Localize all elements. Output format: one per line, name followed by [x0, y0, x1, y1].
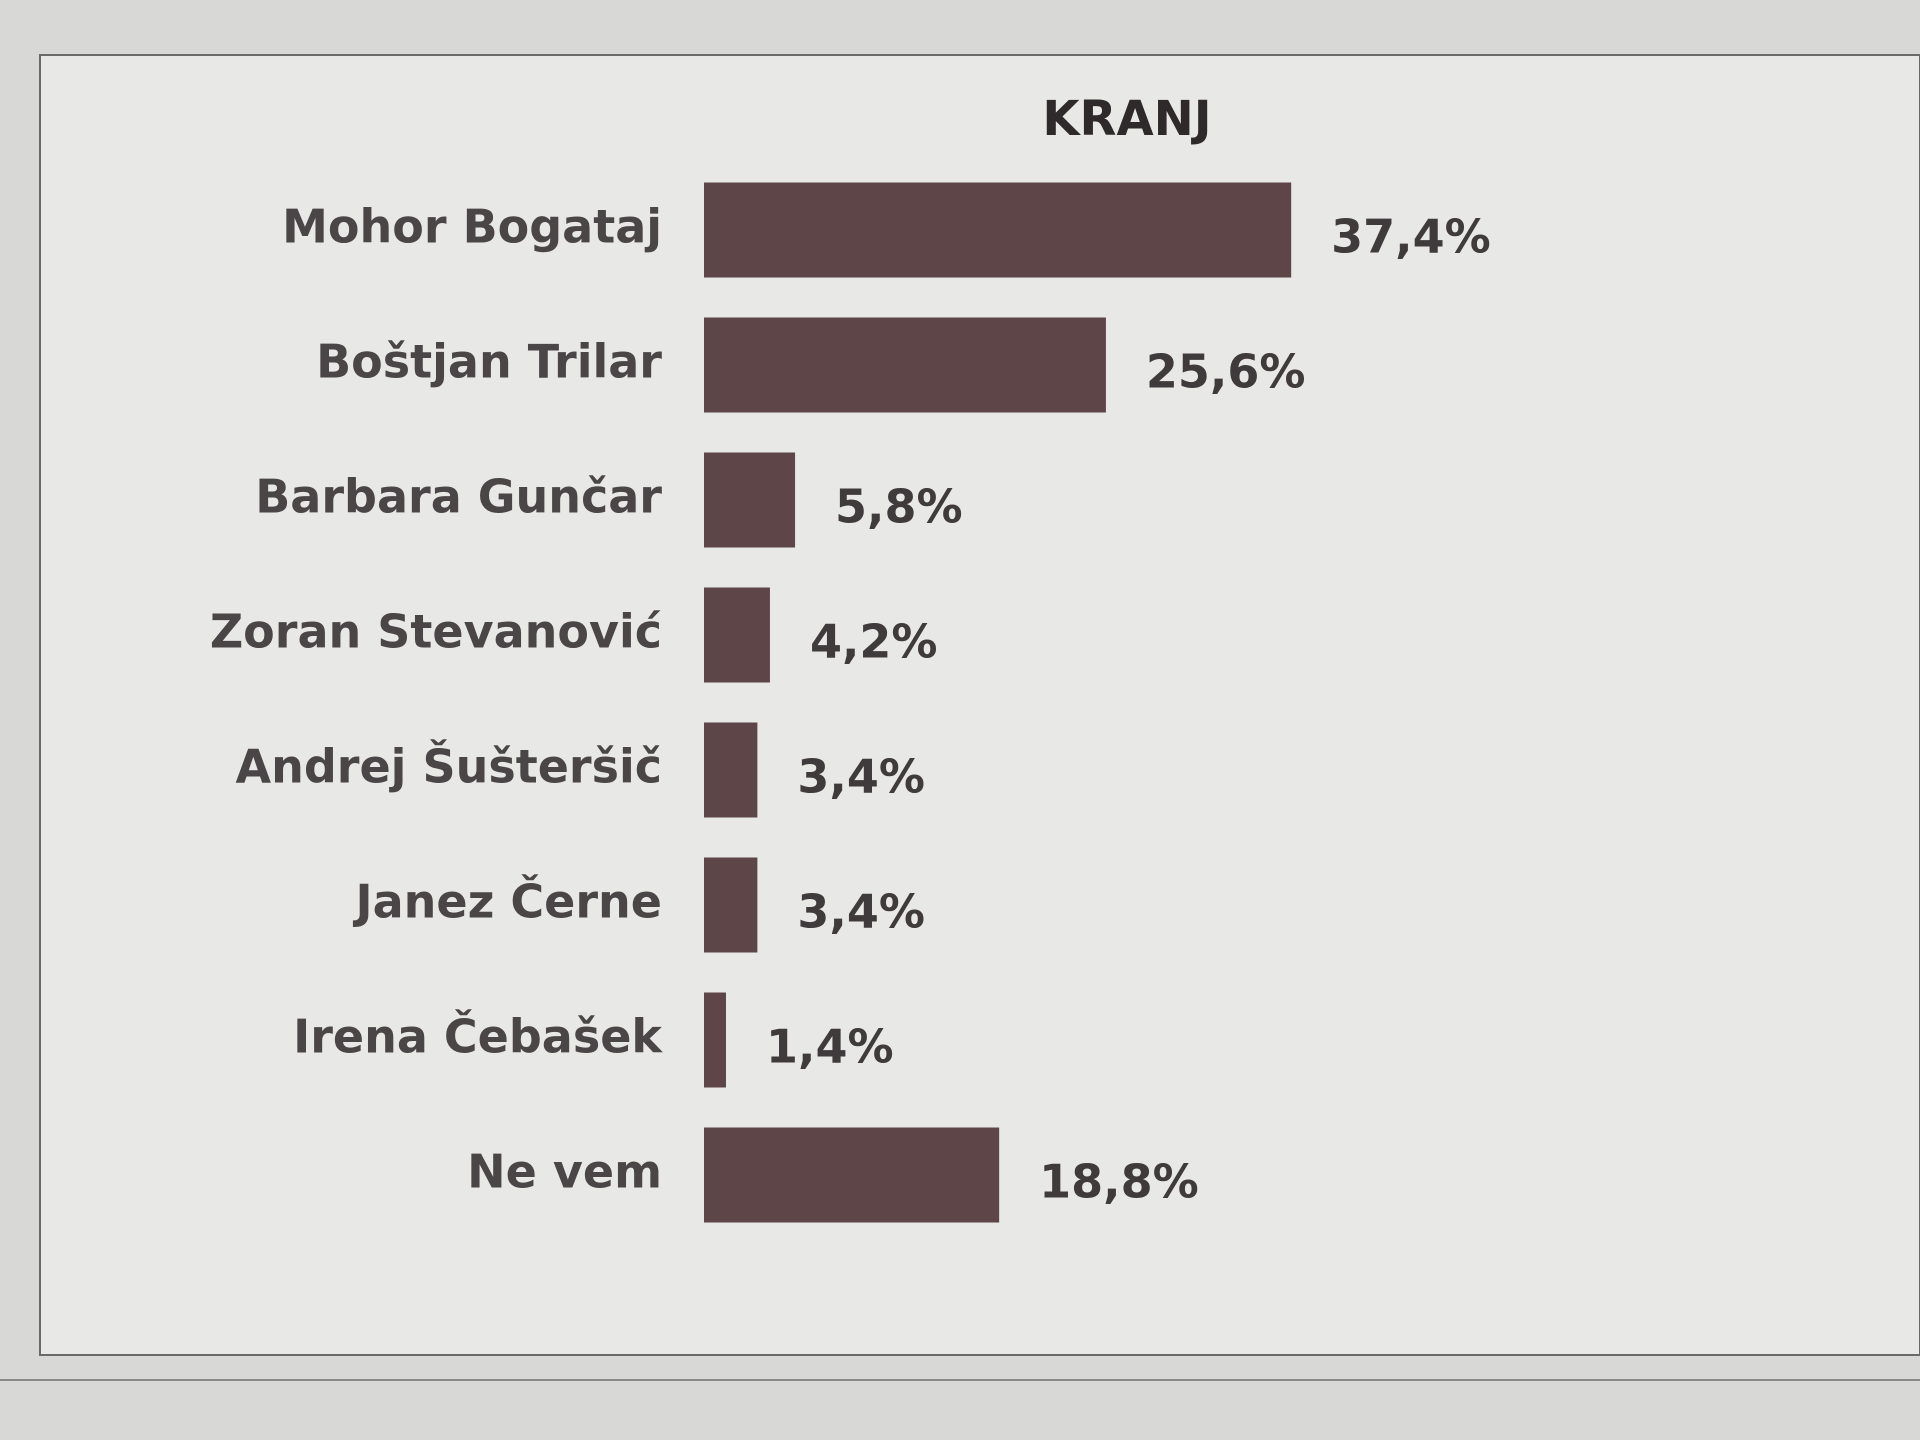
bar	[704, 1127, 1000, 1223]
value-label: 4,2%	[810, 615, 938, 669]
bar	[704, 452, 796, 548]
value-label: 18,8%	[1039, 1155, 1199, 1209]
value-label: 5,8%	[835, 480, 963, 534]
category-label: Boštjan Trilar	[316, 335, 662, 389]
category-label: Mohor Bogataj	[282, 200, 662, 254]
value-label: 3,4%	[797, 885, 925, 939]
chart-title: KRANJ	[1042, 91, 1211, 147]
bar	[704, 182, 1292, 278]
bar	[704, 587, 770, 683]
value-label: 25,6%	[1146, 345, 1306, 399]
category-label: Irena Čebašek	[293, 1010, 663, 1064]
bar	[704, 992, 726, 1088]
value-label: 37,4%	[1331, 210, 1491, 264]
category-label: Zoran Stevanović	[210, 605, 662, 659]
category-label: Janez Černe	[353, 875, 662, 929]
category-label: Barbara Gunčar	[255, 470, 662, 524]
value-label: 1,4%	[766, 1020, 894, 1074]
category-label: Ne vem	[467, 1145, 662, 1199]
bar	[704, 857, 758, 953]
category-label: Andrej Šušteršič	[236, 740, 663, 794]
bar	[704, 317, 1106, 413]
bar	[704, 722, 758, 818]
value-label: 3,4%	[797, 750, 925, 804]
